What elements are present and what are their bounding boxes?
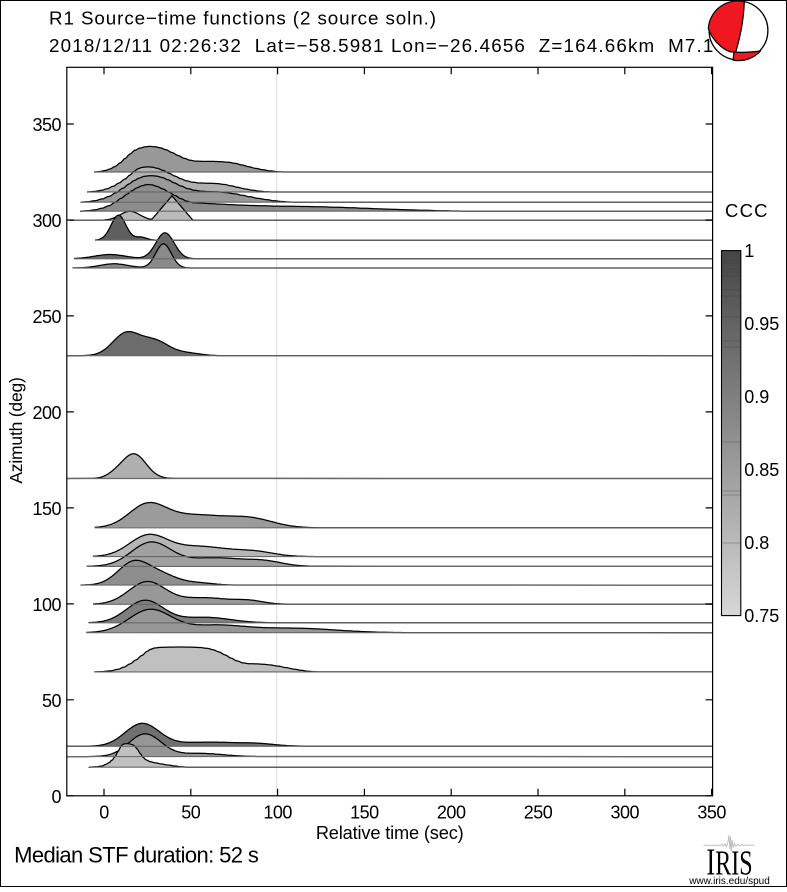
svg-text:0: 0 [51, 787, 61, 807]
svg-text:150: 150 [32, 499, 61, 519]
svg-text:50: 50 [42, 691, 62, 711]
svg-text:0.9: 0.9 [744, 387, 769, 407]
svg-text:250: 250 [524, 802, 553, 822]
svg-text:350: 350 [32, 115, 61, 135]
svg-text:IRIS: IRIS [706, 842, 752, 884]
svg-text:0: 0 [99, 802, 109, 822]
svg-text:100: 100 [263, 802, 292, 822]
svg-text:200: 200 [437, 802, 466, 822]
svg-text:250: 250 [32, 307, 61, 327]
svg-text:150: 150 [350, 802, 379, 822]
svg-text:300: 300 [32, 211, 61, 231]
svg-text:Azimuth (deg): Azimuth (deg) [6, 377, 26, 483]
svg-text:www.iris.edu/spud: www.iris.edu/spud [688, 876, 770, 887]
svg-text:0.75: 0.75 [744, 606, 779, 626]
svg-text:0.85: 0.85 [744, 460, 779, 480]
svg-text:0.95: 0.95 [744, 314, 779, 334]
svg-text:200: 200 [32, 403, 61, 423]
svg-text:100: 100 [32, 595, 61, 615]
svg-text:1: 1 [744, 241, 754, 261]
svg-text:50: 50 [181, 802, 201, 822]
svg-text:Relative time (sec): Relative time (sec) [316, 823, 464, 843]
svg-text:2018/12/11 02:26:32 Lat=−58.5: 2018/12/11 02:26:32 Lat=−58.5981 Lon=−26… [49, 35, 714, 56]
svg-text:Median STF duration: 52 s: Median STF duration: 52 s [14, 842, 259, 867]
svg-text:300: 300 [611, 802, 640, 822]
svg-text:CCC: CCC [725, 200, 769, 221]
svg-text:0.8: 0.8 [744, 533, 769, 553]
svg-text:350: 350 [697, 802, 726, 822]
svg-text:R1 Source−time functions (2 so: R1 Source−time functions (2 source soln.… [49, 8, 437, 29]
